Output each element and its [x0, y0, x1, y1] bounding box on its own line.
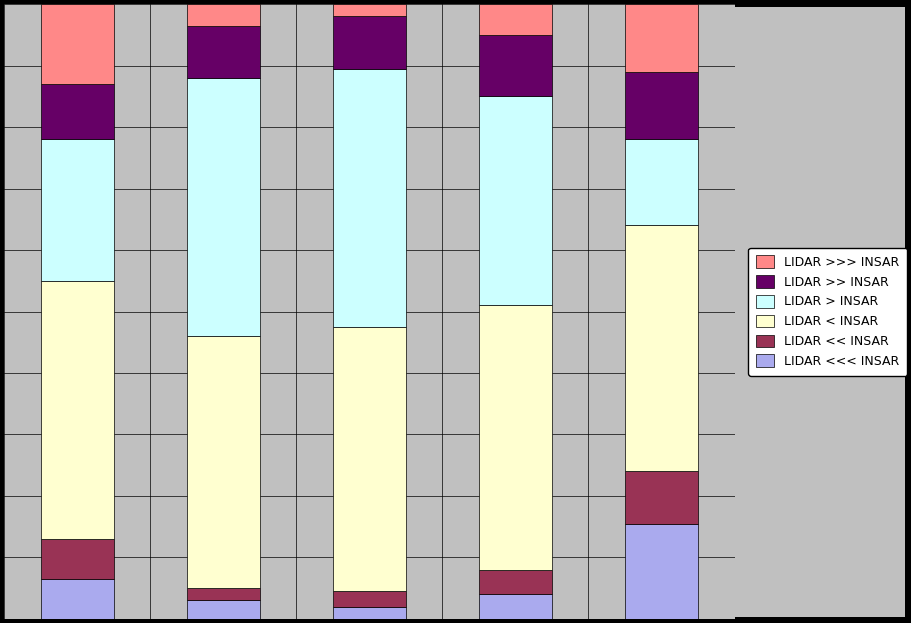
Bar: [187, 588, 260, 601]
Bar: [479, 569, 552, 594]
Bar: [479, 97, 552, 305]
Bar: [479, 594, 552, 619]
Bar: [41, 579, 114, 619]
Bar: [479, 305, 552, 569]
Bar: [625, 72, 698, 140]
Bar: [479, 35, 552, 97]
Bar: [625, 523, 698, 619]
Bar: [333, 591, 406, 607]
Bar: [41, 84, 114, 140]
Bar: [41, 539, 114, 579]
Bar: [333, 69, 406, 327]
Bar: [187, 4, 260, 26]
Bar: [187, 26, 260, 78]
Bar: [187, 601, 260, 619]
Legend: LIDAR >>> INSAR, LIDAR >> INSAR, LIDAR > INSAR, LIDAR < INSAR, LIDAR << INSAR, L: LIDAR >>> INSAR, LIDAR >> INSAR, LIDAR >…: [748, 247, 907, 376]
Bar: [333, 4, 406, 16]
Bar: [187, 78, 260, 336]
Bar: [41, 4, 114, 84]
Bar: [41, 281, 114, 539]
Bar: [625, 140, 698, 226]
Bar: [479, 4, 552, 35]
Bar: [187, 336, 260, 588]
Bar: [333, 607, 406, 619]
Bar: [333, 327, 406, 591]
Bar: [41, 140, 114, 281]
Bar: [625, 4, 698, 72]
Bar: [625, 226, 698, 472]
Bar: [625, 472, 698, 523]
Bar: [333, 16, 406, 69]
